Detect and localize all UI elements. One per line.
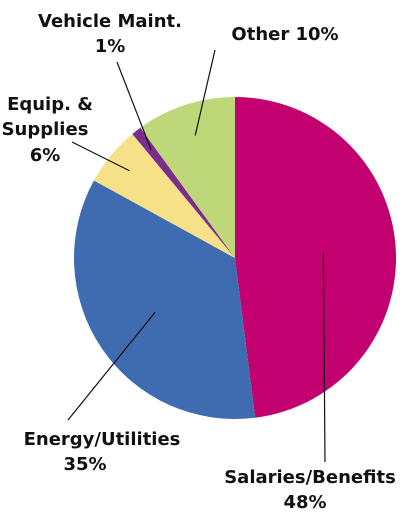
pie-slice: [235, 96, 397, 418]
value-label: 1%: [95, 36, 126, 57]
leader-line: [116, 61, 152, 151]
slice-label: Equip. & Supplies: [2, 94, 93, 140]
value-label: 10%: [296, 24, 339, 45]
leader-line: [67, 311, 156, 421]
leader-line: [71, 141, 130, 172]
pie-slice: [73, 180, 256, 419]
slice-name-line: Supplies: [2, 119, 89, 140]
leader-line: [322, 252, 326, 463]
slice-label: Energy/Utilities: [24, 429, 181, 450]
slice-label: Vehicle Maint.: [38, 11, 182, 32]
slice-name: Other: [231, 24, 289, 45]
pie-slice: [93, 133, 235, 258]
value-label: 48%: [283, 492, 326, 509]
leader-line: [194, 49, 216, 136]
slice-label: Other 10%: [231, 24, 338, 45]
value-label: 6%: [30, 145, 61, 166]
pie-slice: [132, 127, 235, 258]
slice-name-line: Equip. &: [7, 94, 93, 115]
slice-label: Salaries/Benefits: [224, 467, 396, 488]
pie-slice: [140, 97, 235, 258]
value-label: 35%: [63, 454, 106, 475]
